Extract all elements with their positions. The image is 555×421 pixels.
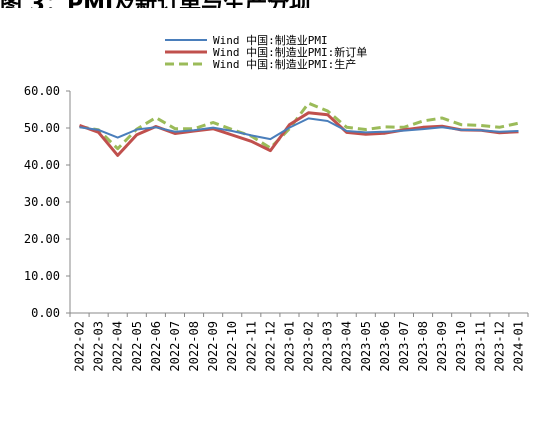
x-tick-label: 2023-06	[378, 321, 392, 372]
legend-label-0: Wind 中国:制造业PMI	[213, 33, 328, 47]
x-tick-label: 2023-04	[340, 321, 354, 372]
y-tick-label: 10.00	[24, 269, 60, 283]
legend-label-2: Wind 中国:制造业PMI:生产	[213, 57, 356, 71]
x-tick-label: 2022-03	[92, 321, 106, 372]
y-tick-label: 30.00	[24, 195, 60, 209]
x-tick-label: 2022-07	[168, 321, 182, 372]
x-tick-label: 2023-01	[282, 321, 296, 372]
x-tick-label: 2023-12	[492, 321, 506, 372]
x-tick-label: 2023-09	[435, 321, 449, 372]
series-line-2	[79, 101, 519, 151]
series-line-0	[79, 117, 519, 141]
x-tick-label: 2024-01	[511, 321, 525, 372]
series-line-1	[78, 111, 519, 157]
x-axis-tick-labels: 2022-02 2022-03 2022-04 2022-05 2022-06 2022-…	[73, 321, 526, 372]
y-tick-label: 20.00	[24, 232, 60, 246]
chart-axes	[66, 90, 529, 317]
y-tick-label: 40.00	[24, 158, 60, 172]
x-tick-label: 2022-11	[244, 321, 258, 372]
x-tick-label: 2023-07	[397, 321, 411, 372]
x-tick-label: 2022-02	[73, 321, 87, 372]
x-tick-label: 2023-02	[302, 321, 316, 372]
x-tick-label: 2023-05	[359, 321, 373, 372]
y-tick-label: 60.00	[24, 84, 60, 98]
x-tick-label: 2023-08	[416, 321, 430, 372]
series-lines	[78, 101, 519, 157]
x-tick-label: 2023-10	[454, 321, 468, 372]
chart-caption: 图 3：PMI及新订单与生产分项	[0, 0, 555, 8]
x-tick-label: 2023-03	[321, 321, 335, 372]
x-tick-label: 2022-09	[206, 321, 220, 372]
cropped-title-strip: 图 3：PMI及新订单与生产分项	[0, 0, 555, 8]
x-tick-label: 2022-08	[187, 321, 201, 372]
y-axis-tick-labels: 0.00 10.00 20.00 30.00 40.00 50.00 60.00	[24, 84, 60, 320]
x-tick-label: 2022-04	[111, 321, 125, 372]
x-tick-label: 2022-06	[149, 321, 163, 372]
x-tick-label: 2022-12	[263, 321, 277, 372]
legend-label-1: Wind 中国:制造业PMI:新订单	[213, 45, 367, 59]
x-tick-label: 2022-10	[225, 321, 239, 372]
y-tick-label: 0.00	[31, 306, 60, 320]
x-tick-label: 2023-11	[473, 321, 487, 372]
y-tick-label: 50.00	[24, 121, 60, 135]
x-tick-label: 2022-05	[130, 321, 144, 372]
